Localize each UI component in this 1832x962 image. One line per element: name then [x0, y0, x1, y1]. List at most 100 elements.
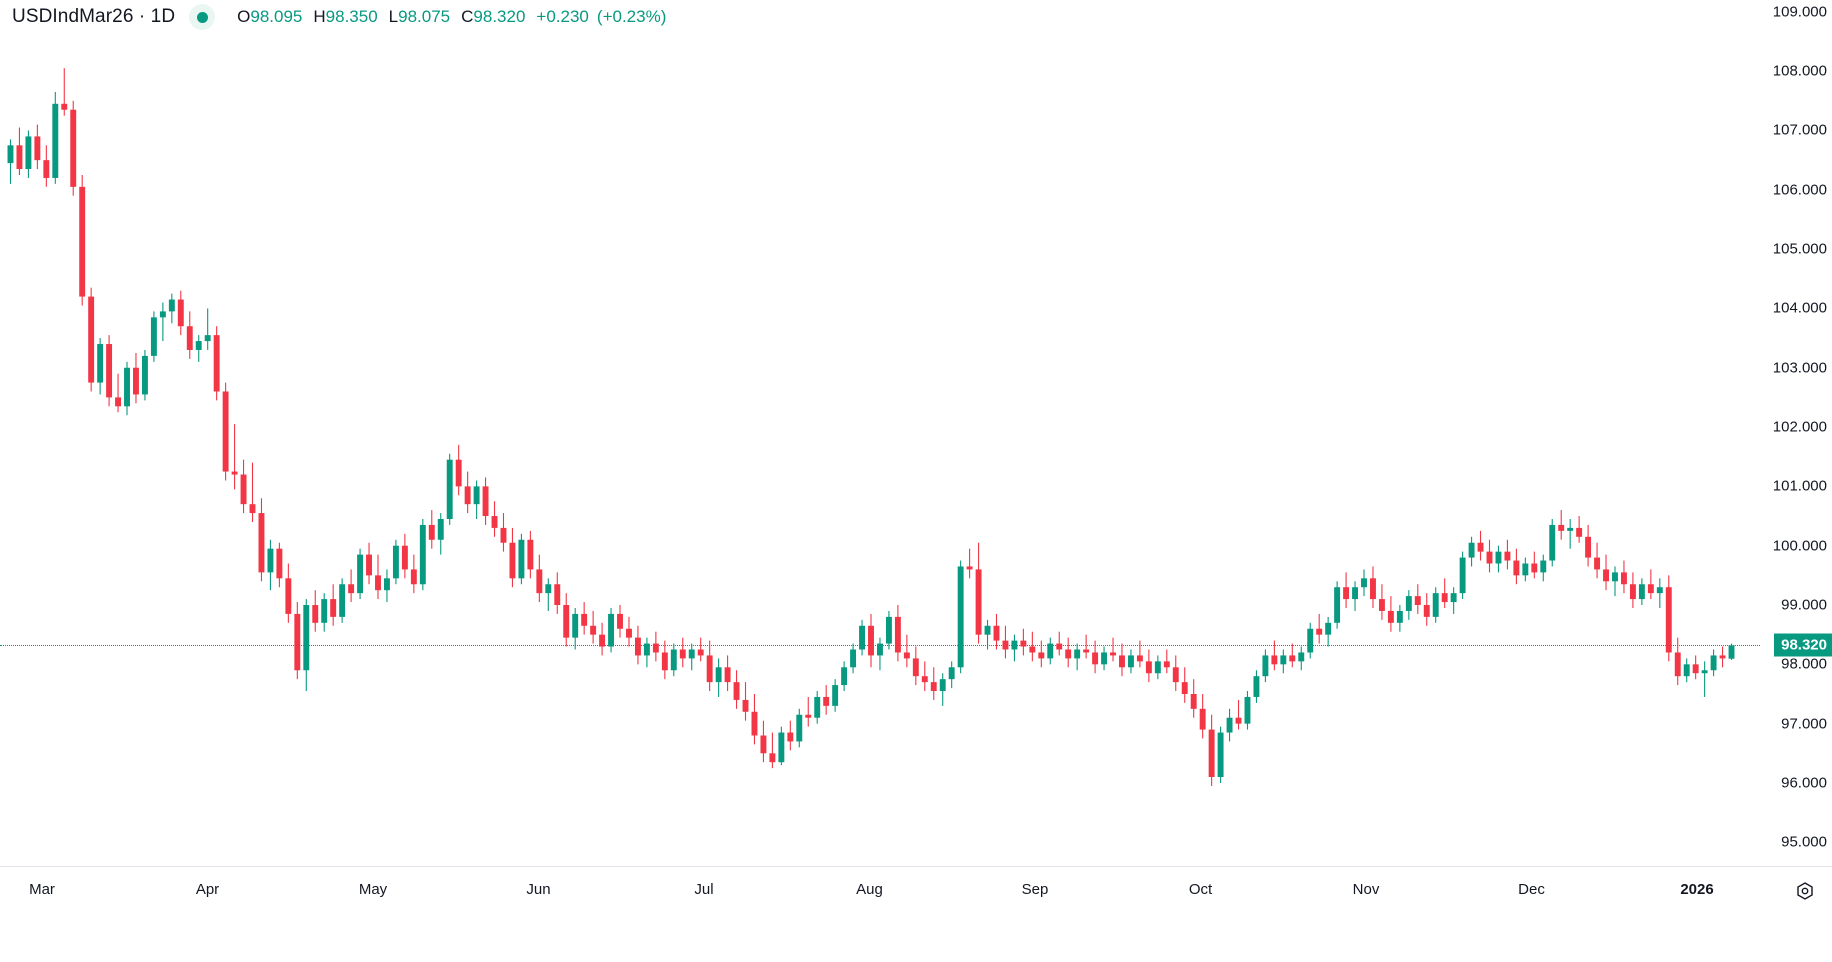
- candle-body: [285, 578, 292, 614]
- candle-body: [1567, 527, 1574, 531]
- candle-body: [294, 613, 301, 671]
- candle-body: [903, 652, 910, 659]
- market-open-dot-icon[interactable]: [189, 4, 216, 30]
- candle-body: [1692, 664, 1699, 674]
- last-price-badge[interactable]: 98.320: [1774, 633, 1832, 657]
- candle-body: [688, 649, 695, 659]
- time-axis[interactable]: Mar Apr May Jun Jul Aug Sep Oct Nov Dec 2026: [0, 866, 1832, 962]
- candle-body: [823, 696, 830, 706]
- candle-body: [921, 676, 928, 683]
- candle-body: [634, 637, 641, 656]
- candle-body: [1683, 664, 1690, 677]
- candle-body: [34, 136, 41, 161]
- candle-body: [303, 605, 310, 671]
- candle-body: [1083, 649, 1090, 653]
- candle-body: [1638, 584, 1645, 600]
- candle-body: [805, 714, 812, 718]
- target-icon-svg: [1797, 882, 1813, 900]
- candle-body: [1280, 655, 1287, 665]
- candle-body: [769, 753, 776, 763]
- price-change: +0.230: [536, 7, 589, 26]
- candle-body: [1127, 655, 1134, 668]
- candle-body: [590, 625, 597, 635]
- candle-body: [43, 160, 50, 178]
- candle-body: [850, 649, 857, 668]
- candle-body: [141, 355, 148, 395]
- candle-body: [930, 682, 937, 692]
- candle-body: [1513, 560, 1520, 576]
- candle-body: [1441, 593, 1448, 603]
- candle-body: [1656, 587, 1663, 594]
- candle-body: [1163, 661, 1170, 668]
- price-tick: 101.000: [1772, 477, 1827, 495]
- candle-body: [751, 711, 758, 736]
- candle-body: [491, 516, 498, 528]
- candle-body: [760, 735, 767, 754]
- candle-body: [572, 613, 579, 638]
- candle-body: [1334, 587, 1341, 623]
- candle-body: [715, 667, 722, 683]
- symbol-title[interactable]: USDIndMar26 · 1D: [12, 6, 176, 27]
- candle-body: [1154, 661, 1161, 674]
- candle-body: [966, 566, 973, 570]
- candle-body: [652, 643, 659, 653]
- candle-body: [1253, 676, 1260, 697]
- candle-body: [993, 625, 1000, 641]
- candle-body: [16, 145, 23, 170]
- chart-settings-target-icon[interactable]: [1792, 878, 1818, 904]
- candle-body: [97, 344, 104, 383]
- candle-body: [1378, 599, 1385, 611]
- ohlc-h: H98.350: [313, 7, 377, 27]
- candle-body: [545, 584, 552, 594]
- candle-body: [1361, 578, 1367, 588]
- ohlc-c: C98.320: [461, 7, 525, 27]
- candle-body: [348, 584, 355, 594]
- candle-body: [975, 569, 982, 635]
- candle-body: [124, 367, 130, 407]
- candle-body: [1119, 655, 1125, 668]
- candle-body: [1181, 682, 1188, 694]
- price-tick: 105.000: [1772, 240, 1827, 258]
- candle-body: [106, 344, 113, 398]
- price-tick: 106.000: [1772, 181, 1827, 199]
- candle-body: [7, 145, 14, 164]
- candle-body: [1289, 655, 1296, 662]
- candle-body: [88, 296, 95, 383]
- candle-body: [1629, 584, 1636, 600]
- candle-body: [150, 317, 157, 356]
- candle-body: [52, 103, 59, 178]
- candle-body: [115, 397, 122, 407]
- candle-body: [428, 524, 435, 540]
- candle-body: [1612, 572, 1618, 582]
- candle-body: [670, 649, 677, 671]
- candle-body: [464, 486, 471, 505]
- candle-body: [133, 367, 139, 395]
- candle-body: [213, 335, 220, 392]
- chart-pane[interactable]: [0, 0, 1760, 866]
- candle-body: [1262, 655, 1269, 677]
- candle-body: [1674, 652, 1681, 677]
- ohlc-value: 98.350: [325, 7, 378, 26]
- time-tick: Nov: [1352, 881, 1380, 898]
- candle-body: [1244, 696, 1251, 724]
- candle-body: [437, 519, 444, 540]
- price-change-percent: (+0.23%): [596, 7, 667, 26]
- candle-body: [1432, 593, 1439, 617]
- candle-body: [1101, 652, 1108, 665]
- candle-body: [1199, 708, 1206, 730]
- candle-body: [1620, 572, 1627, 585]
- candle-body: [1719, 655, 1726, 659]
- time-tick: Dec: [1518, 881, 1545, 898]
- candle-body: [1450, 593, 1457, 603]
- candle-body: [70, 109, 77, 187]
- candle-body: [1477, 542, 1484, 552]
- price-axis[interactable]: 109.000 108.000 107.000 106.000 105.000 104.0…: [1760, 0, 1832, 866]
- candle-body: [1074, 649, 1081, 659]
- candle-body: [643, 643, 650, 656]
- candle-body: [1208, 729, 1215, 778]
- price-tick: 99.000: [1781, 596, 1827, 614]
- candle-body: [599, 634, 606, 647]
- candle-body: [1172, 667, 1179, 683]
- candle-body: [401, 545, 408, 570]
